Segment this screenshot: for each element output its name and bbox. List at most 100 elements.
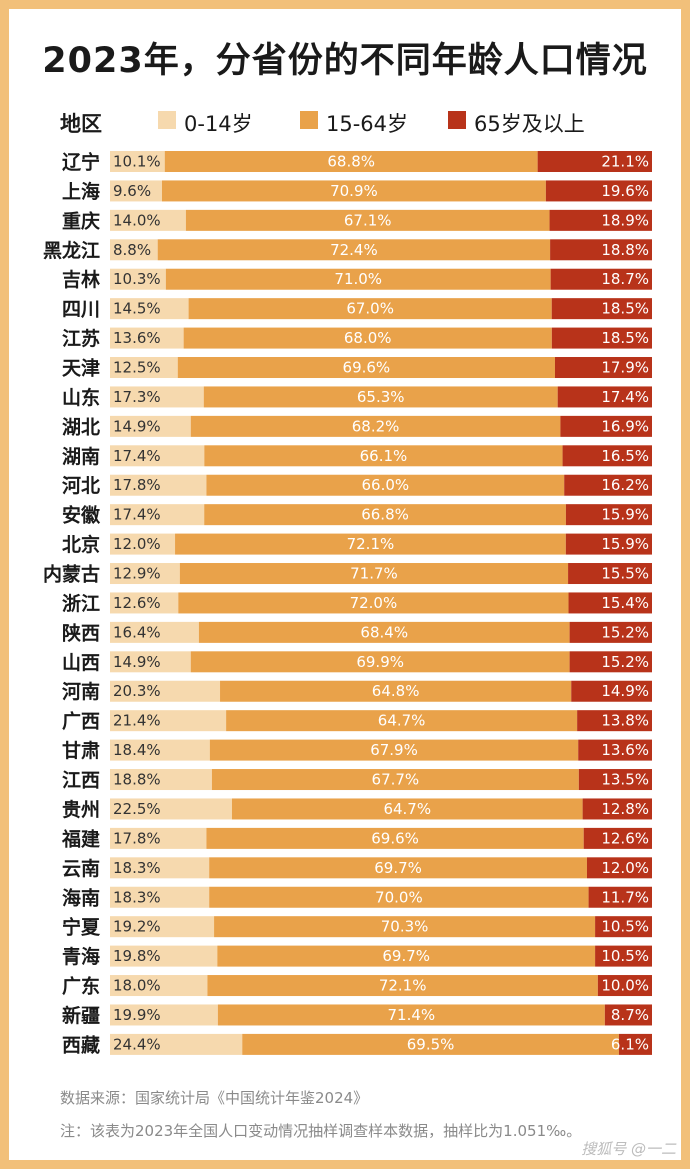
value-label-15-64: 66.1% bbox=[360, 447, 408, 465]
bar-segment-65-plus bbox=[583, 827, 652, 849]
bar-segment-0-14 bbox=[110, 945, 218, 967]
bar-segment-65-plus bbox=[582, 798, 652, 820]
value-label-65-plus: 10.5% bbox=[601, 947, 649, 965]
value-label-15-64: 64.8% bbox=[372, 682, 420, 700]
bar-segment-65-plus bbox=[578, 769, 652, 791]
value-label-0-14: 10.3% bbox=[113, 270, 161, 288]
bar-segment-15-64 bbox=[209, 739, 579, 761]
bar-segment-15-64 bbox=[183, 327, 552, 349]
bar-segment-0-14 bbox=[110, 386, 204, 408]
bar-segment-15-64 bbox=[179, 563, 569, 585]
bar-segment-0-14 bbox=[110, 209, 186, 231]
value-label-15-64: 72.4% bbox=[330, 241, 378, 259]
region-label: 重庆 bbox=[62, 209, 100, 232]
bar-segment-15-64 bbox=[175, 533, 566, 555]
value-label-0-14: 14.5% bbox=[113, 300, 161, 318]
bar-segment-0-14 bbox=[110, 415, 191, 437]
bar-segment-0-14 bbox=[110, 651, 191, 673]
bar-segment-65-plus bbox=[565, 533, 652, 555]
bar-segment-0-14 bbox=[110, 1033, 243, 1055]
region-label: 湖北 bbox=[62, 416, 100, 438]
region-label: 湖南 bbox=[62, 446, 100, 468]
region-label: 河北 bbox=[62, 475, 100, 497]
legend-swatch-0-14 bbox=[158, 111, 176, 129]
legend-label-65-plus: 65岁及以上 bbox=[474, 112, 585, 136]
region-label: 江西 bbox=[62, 770, 100, 792]
chart-title: 2023年，分省份的不同年龄人口情况 bbox=[42, 41, 648, 81]
bar-segment-15-64 bbox=[206, 827, 584, 849]
bar-segment-0-14 bbox=[110, 739, 210, 761]
bar-segment-0-14 bbox=[110, 239, 158, 261]
value-label-65-plus: 21.1% bbox=[601, 153, 649, 171]
bar-segment-65-plus bbox=[560, 415, 652, 437]
bar-segment-15-64 bbox=[207, 975, 598, 997]
bar-segment-15-64 bbox=[226, 710, 578, 732]
bar-segment-15-64 bbox=[204, 504, 566, 526]
bar-segment-0-14 bbox=[110, 151, 165, 172]
region-label: 贵州 bbox=[62, 799, 100, 821]
value-label-65-plus: 15.9% bbox=[601, 506, 649, 524]
region-label: 山西 bbox=[62, 652, 100, 674]
value-label-65-plus: 10.0% bbox=[601, 977, 649, 995]
value-label-65-plus: 18.8% bbox=[601, 241, 649, 259]
bar-segment-65-plus bbox=[577, 710, 652, 732]
bar-segment-65-plus bbox=[562, 445, 652, 467]
bar-segment-65-plus bbox=[557, 386, 652, 408]
bar-segment-0-14 bbox=[110, 769, 212, 791]
value-label-15-64: 71.4% bbox=[388, 1006, 436, 1024]
value-label-65-plus: 10.5% bbox=[601, 918, 649, 936]
value-label-0-14: 10.1% bbox=[113, 153, 161, 171]
legend-region-header: 地区 bbox=[60, 112, 102, 136]
value-label-65-plus: 8.7% bbox=[611, 1006, 649, 1024]
value-label-65-plus: 17.9% bbox=[601, 359, 649, 377]
region-label: 宁夏 bbox=[62, 916, 101, 939]
region-label: 云南 bbox=[62, 858, 100, 880]
region-label: 黑龙江 bbox=[43, 239, 100, 262]
bar-segment-65-plus bbox=[569, 651, 652, 673]
bar-segment-0-14 bbox=[110, 592, 179, 614]
sampling-note: 注：该表为2023年全国人口变动情况抽样调查样本数据，抽样比为1.051‰。 bbox=[60, 1122, 582, 1140]
value-label-15-64: 69.7% bbox=[382, 947, 430, 965]
value-label-65-plus: 15.2% bbox=[601, 653, 649, 671]
value-label-65-plus: 17.4% bbox=[601, 388, 649, 406]
value-label-15-64: 70.9% bbox=[330, 182, 378, 200]
bar-segment-0-14 bbox=[110, 357, 178, 379]
value-label-0-14: 13.6% bbox=[113, 329, 161, 347]
value-label-15-64: 64.7% bbox=[378, 712, 426, 730]
value-label-15-64: 69.6% bbox=[343, 359, 391, 377]
value-label-0-14: 22.5% bbox=[113, 800, 161, 818]
value-label-65-plus: 18.7% bbox=[601, 270, 649, 288]
bar-segment-65-plus bbox=[568, 592, 652, 614]
bar-segment-0-14 bbox=[110, 798, 232, 820]
value-label-15-64: 66.0% bbox=[362, 476, 410, 494]
legend-swatch-15-64 bbox=[300, 111, 318, 129]
region-label: 西藏 bbox=[62, 1033, 100, 1056]
value-label-15-64: 68.0% bbox=[344, 329, 392, 347]
bar-segment-15-64 bbox=[214, 916, 596, 938]
value-label-15-64: 68.8% bbox=[327, 153, 375, 171]
bar-segment-0-14 bbox=[110, 886, 210, 908]
legend-swatch-65-plus bbox=[448, 111, 466, 129]
bar-segment-65-plus bbox=[551, 327, 652, 349]
value-label-0-14: 8.8% bbox=[113, 241, 151, 259]
value-label-65-plus: 18.5% bbox=[601, 300, 649, 318]
region-label: 甘肃 bbox=[62, 739, 100, 762]
value-label-15-64: 72.1% bbox=[347, 535, 395, 553]
value-label-0-14: 17.4% bbox=[113, 447, 161, 465]
bar-segment-0-14 bbox=[110, 533, 176, 555]
value-label-0-14: 19.2% bbox=[113, 918, 161, 936]
bar-segment-0-14 bbox=[110, 680, 221, 702]
value-label-0-14: 9.6% bbox=[113, 182, 151, 200]
region-label: 吉林 bbox=[62, 268, 100, 291]
value-label-0-14: 19.9% bbox=[113, 1006, 161, 1024]
bar-segment-15-64 bbox=[203, 386, 558, 408]
bar-segment-65-plus bbox=[565, 504, 652, 526]
value-label-0-14: 12.0% bbox=[113, 535, 161, 553]
bar-segment-15-64 bbox=[217, 945, 596, 967]
value-label-65-plus: 18.5% bbox=[601, 329, 649, 347]
region-label: 陕西 bbox=[62, 621, 100, 644]
bar-segment-0-14 bbox=[110, 180, 162, 202]
region-label: 辽宁 bbox=[62, 151, 100, 174]
bar-segment-15-64 bbox=[206, 474, 565, 496]
